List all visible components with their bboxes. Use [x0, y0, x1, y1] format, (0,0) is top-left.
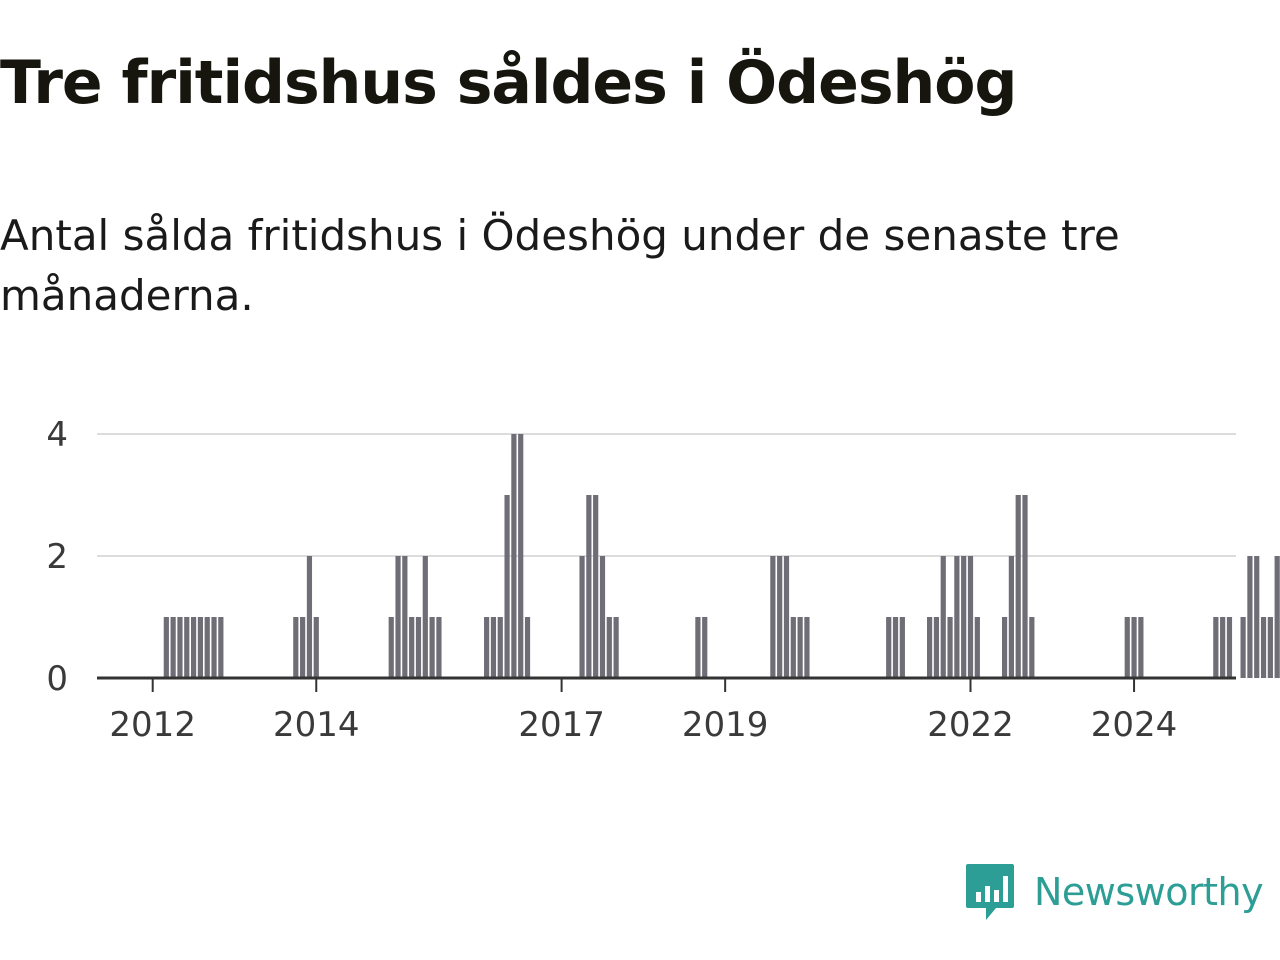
bar [1220, 617, 1226, 678]
bar [300, 617, 306, 678]
bar [586, 495, 592, 678]
bar [606, 617, 612, 678]
bar [313, 617, 319, 678]
bar [1138, 617, 1144, 678]
bar [170, 617, 176, 678]
x-tick-label: 2022 [927, 705, 1014, 745]
bar [777, 556, 783, 678]
bar [940, 556, 946, 678]
bars [163, 434, 1280, 678]
bar [429, 617, 435, 678]
bar [1001, 617, 1008, 678]
bar [177, 617, 183, 678]
bar [1254, 556, 1260, 678]
page-subtitle: Antal sålda fritidshus i Ödeshög under d… [0, 211, 1120, 320]
bar [1226, 617, 1233, 678]
bar [797, 617, 803, 678]
gridlines [97, 433, 1236, 557]
bar [395, 556, 401, 678]
bar [293, 617, 299, 678]
brand-name: Newsworthy [1034, 870, 1264, 914]
bar [1247, 556, 1253, 678]
bar [409, 617, 415, 678]
bar [163, 617, 169, 678]
bar [702, 617, 708, 678]
bar [504, 495, 510, 678]
bar [490, 617, 497, 678]
x-tick-label: 2019 [682, 705, 769, 745]
bar [783, 556, 790, 678]
x-tick-label: 2024 [1091, 705, 1178, 745]
x-tick-label: 2014 [273, 705, 360, 745]
bar [422, 556, 428, 678]
bar [1274, 556, 1280, 678]
bar [770, 556, 776, 678]
bar [947, 617, 953, 678]
bar [613, 617, 619, 678]
bar [899, 617, 905, 678]
bar [218, 617, 224, 678]
y-tick-label: 0 [46, 659, 68, 699]
bar [961, 556, 967, 678]
bar [1029, 617, 1035, 678]
bar [306, 556, 313, 678]
y-axis-labels: 0 2 4 [46, 415, 68, 699]
bar [415, 617, 422, 678]
bar [695, 617, 701, 678]
bar [511, 434, 517, 678]
bar [1124, 617, 1130, 678]
y-tick-label: 2 [46, 537, 68, 577]
bar [1022, 495, 1028, 678]
bar [967, 556, 974, 678]
bar [804, 617, 810, 678]
bar [190, 617, 197, 678]
bar [599, 556, 606, 678]
bar [436, 617, 442, 678]
bar [197, 617, 204, 678]
bar [933, 617, 940, 678]
bar [1131, 617, 1137, 678]
y-tick-label: 4 [46, 415, 68, 455]
bar [1240, 617, 1246, 678]
bar [886, 617, 892, 678]
brand-logo: Newsworthy [964, 862, 1264, 922]
page-title: Tre fritidshus såldes i Ödeshög [0, 48, 1017, 118]
bar [892, 617, 899, 678]
newsworthy-logo-icon [966, 864, 1014, 920]
bar [1015, 495, 1021, 678]
bar [954, 556, 960, 678]
bar [402, 556, 408, 678]
bar [484, 617, 490, 678]
bar [211, 617, 217, 678]
bar [524, 617, 531, 678]
x-axis: 2012 2014 2017 2019 2022 2024 [97, 676, 1236, 745]
bar [593, 495, 599, 678]
bar [790, 617, 796, 678]
bar [497, 617, 503, 678]
bar [184, 617, 190, 678]
bar [974, 617, 980, 678]
bar [204, 617, 210, 678]
bar [927, 617, 933, 678]
bar [1260, 617, 1267, 678]
bar [1008, 556, 1014, 678]
x-tick-label: 2012 [109, 705, 196, 745]
bar [579, 556, 585, 678]
bar [1267, 617, 1273, 678]
x-tick-label: 2017 [518, 705, 605, 745]
bar [388, 617, 394, 678]
bar [518, 434, 524, 678]
bar [1213, 617, 1219, 678]
